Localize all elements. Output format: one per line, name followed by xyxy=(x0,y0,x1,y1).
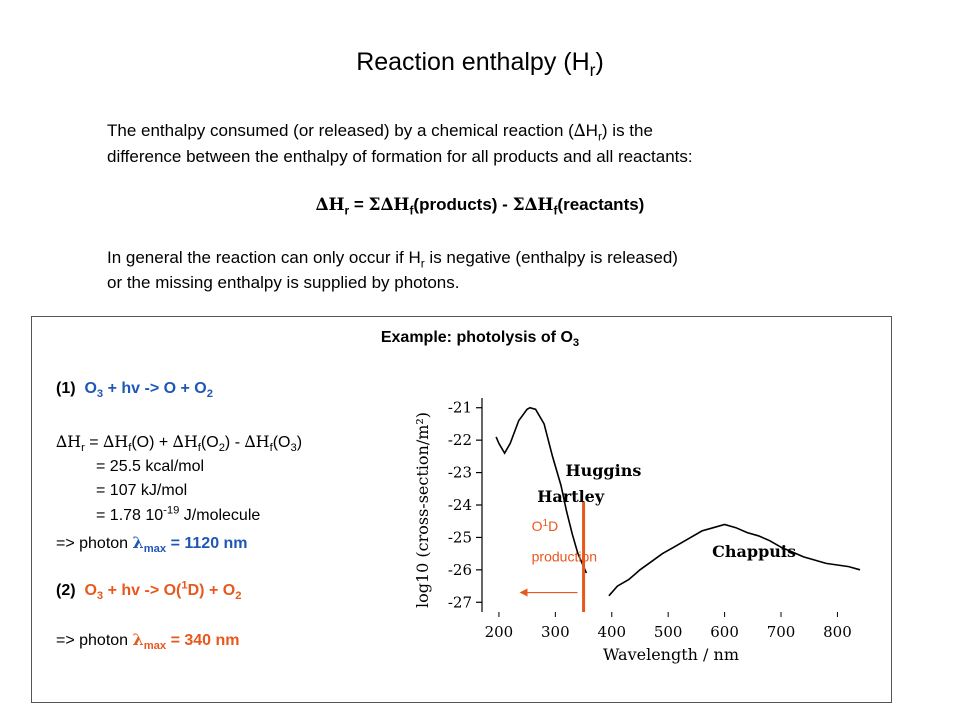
y-axis-label: log10 (cross-section/m²) xyxy=(413,412,432,608)
general-paragraph: In general the reaction can only occur i… xyxy=(107,245,678,295)
chart-axes: -21 -22 -23 -24 -25 -26 -27 200 300 400 500 600 700 8… xyxy=(448,398,852,641)
y-tick-label: -24 xyxy=(448,496,472,514)
production-arrow-head xyxy=(519,588,528,597)
reaction-2: (2) O3 + hv -> O(1D) + O2 xyxy=(56,579,242,603)
x-tick-label: 600 xyxy=(710,623,739,641)
absorption-chart: -21 -22 -23 -24 -25 -26 -27 200 300 400 500 600 700 8… xyxy=(413,398,861,664)
intro-line-1: The enthalpy consumed (or released) by a… xyxy=(107,121,653,144)
x-tick-label: 300 xyxy=(541,623,570,641)
enthalpy-equation: ∆Hr = ∆Hf(O) + ∆Hf(O2) - ∆Hf(O3) xyxy=(56,432,303,455)
x-tick-label: 700 xyxy=(767,623,796,641)
reaction-1: (1) O3 + hv -> O + O2 xyxy=(56,380,213,401)
band-label-huggins: Huggins xyxy=(565,461,641,480)
chart-series xyxy=(495,406,861,612)
band-label-hartley: Hartley xyxy=(537,487,605,506)
y-tick-label: -26 xyxy=(448,561,472,579)
x-axis-label: Wavelength / nm xyxy=(603,645,739,664)
photon-2: => photon λmax = 340 nm xyxy=(56,630,240,653)
general-line-1: In general the reaction can only occur i… xyxy=(107,248,678,271)
annotation-o1d: O1D xyxy=(532,517,559,534)
y-tick-label: -21 xyxy=(448,399,472,417)
value-joule: = 1.78 10-19 J/molecule xyxy=(96,504,261,524)
example-box xyxy=(31,316,892,703)
y-tick-label: -25 xyxy=(448,528,472,546)
x-tick-label: 400 xyxy=(597,623,626,641)
y-tick-label: -23 xyxy=(448,464,472,482)
intro-line-2: difference between the enthalpy of forma… xyxy=(107,147,693,166)
value-kj: = 107 kJ/mol xyxy=(96,482,188,499)
intro-paragraph: The enthalpy consumed (or released) by a… xyxy=(107,118,693,169)
example-title: Example: photolysis of O3 xyxy=(380,329,580,350)
y-tick-label: -22 xyxy=(448,431,472,449)
page-title: Reaction enthalpy (Hr) xyxy=(356,48,604,80)
x-tick-label: 200 xyxy=(485,623,514,641)
x-tick-label: 500 xyxy=(654,623,683,641)
annotation-production: production xyxy=(532,549,597,565)
chart-text: Wavelength / nm log10 (cross-section/m²) H… xyxy=(413,412,796,664)
x-tick-label: 800 xyxy=(823,623,852,641)
enthalpy-formula: ∆Hr = Σ∆Hf(products) - Σ∆Hf(reactants) xyxy=(315,195,645,218)
series-line-1 xyxy=(495,406,588,574)
general-line-2: or the missing enthalpy is supplied by p… xyxy=(107,273,460,292)
value-kcal: = 25.5 kcal/mol xyxy=(96,458,205,475)
y-tick-label: -27 xyxy=(448,593,472,611)
series-line-2 xyxy=(608,523,861,597)
band-label-chappuis: Chappuis xyxy=(712,542,796,561)
photon-1: => photon λmax = 1120 nm xyxy=(56,533,248,556)
